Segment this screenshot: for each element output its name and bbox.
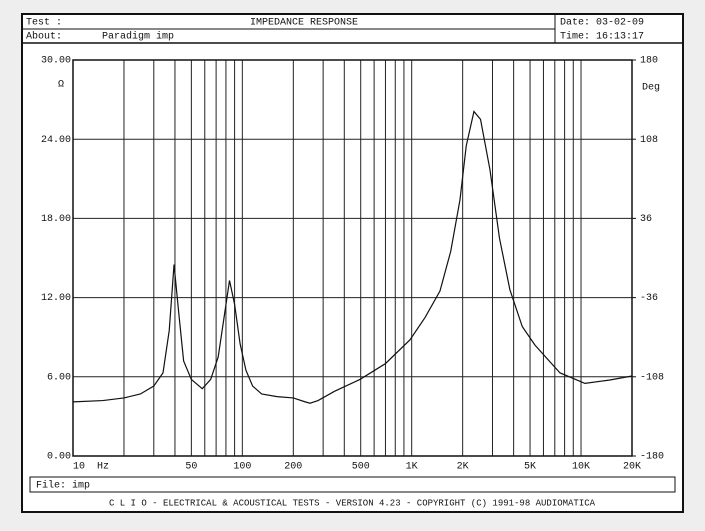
time: Time: 16:13:17 [560,31,644,43]
y-tick-label: 0.00 [47,452,71,463]
footer: C L I O - ELECTRICAL & ACOUSTICAL TESTS … [109,498,596,508]
y2-tick-label: 36 [640,214,652,225]
file-box [29,476,676,493]
y-tick-label: 12.00 [41,293,71,304]
x-tick-label: 100 [233,462,251,473]
y2-tick-label: -108 [640,372,664,383]
x-tick-label: 200 [284,462,302,473]
about-label: About: [26,31,62,43]
y2-tick-label: 180 [640,56,658,67]
y-tick-label: 6.00 [47,372,71,383]
x-tick-label: 1K [406,462,418,473]
date: Date: 03-02-09 [560,18,644,29]
x-tick-label: 10K [572,462,590,473]
x-tick-label: 5K [524,462,536,473]
y-tick-label: 30.00 [41,56,71,67]
file: File: imp [36,480,90,492]
y2-unit: Deg [642,83,660,94]
y2-tick-label: -180 [640,452,664,463]
chart-title: IMPEDANCE RESPONSE [250,18,358,29]
x-tick-label: 2K [457,462,469,473]
test-label: Test : [26,18,62,29]
frame [21,13,684,513]
x-tick-label: 500 [352,462,370,473]
about-value: Paradigm imp [102,31,174,43]
x-tick-label: 10 [73,462,85,473]
x-tick-label: 50 [185,462,197,473]
y2-tick-label: -36 [640,293,658,304]
plot-border [72,59,633,457]
y2-tick-label: 108 [640,135,658,146]
x-tick-label: 20K [623,462,641,473]
y-tick-label: 18.00 [41,214,71,225]
x-unit: Hz [97,462,109,473]
impedance-curve [72,110,633,404]
y-unit: Ω [58,80,64,91]
y-tick-label: 24.00 [41,135,71,146]
